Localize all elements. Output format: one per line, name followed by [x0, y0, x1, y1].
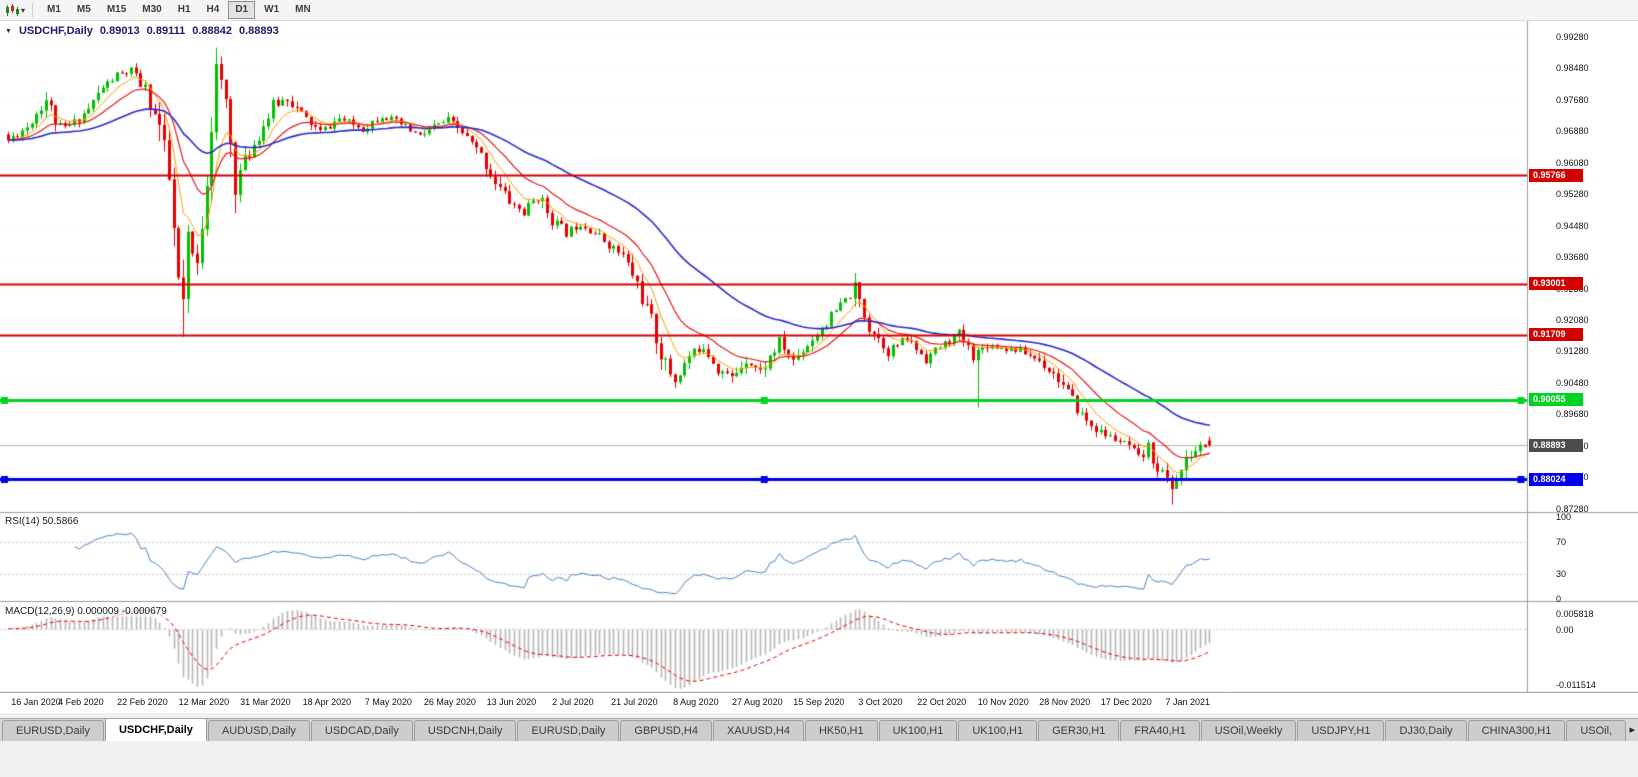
price-tick-label: 0.95280 — [1556, 189, 1589, 200]
macd-axis-zero-label: 0.00 — [1556, 624, 1574, 635]
current-price-badge: 0.88893 — [1529, 438, 1583, 452]
price-tick-label: 0.96880 — [1556, 126, 1589, 137]
date-axis-label: 22 Feb 2020 — [117, 697, 168, 707]
date-axis-label: 26 May 2020 — [423, 697, 476, 707]
rsi-header: RSI(14) 50.5866 — [5, 516, 79, 527]
date-axis-label: 28 Nov 2020 — [1039, 697, 1091, 707]
ohlc-close: 0.88893 — [239, 25, 279, 37]
chart-tabs-bar: EURUSD,Daily USDCHF,Daily AUDUSD,Daily USDC… — [0, 718, 1638, 741]
timeframe-button-m15[interactable]: M15 — [106, 4, 127, 15]
date-axis-label: 27 Aug 2020 — [732, 697, 783, 707]
price-tick-label: 0.93680 — [1556, 252, 1589, 263]
price-line-badge: 0.90055 — [1529, 393, 1583, 407]
date-axis-label: 21 Jul 2020 — [611, 697, 658, 707]
rsi-level-label: 70 — [1556, 536, 1567, 547]
tab-hk50-h1[interactable]: HK50,H1 — [804, 720, 878, 741]
timeframe-buttons: M1 M5 M15 M30 H1 H4 D1 W1 MN — [39, 1, 319, 19]
chart-area: ▼ USDCHF,Daily 0.89013 0.89111 0.88842 0… — [0, 21, 1638, 713]
ohlc-low: 0.88842 — [192, 25, 232, 37]
chart-canvas[interactable] — [0, 21, 1638, 693]
tab-audusd-daily[interactable]: AUDUSD,Daily — [207, 720, 310, 741]
collapse-icon[interactable]: ▼ — [5, 27, 12, 35]
tab-eurusd-daily[interactable]: EURUSD,Daily — [2, 720, 104, 741]
date-axis-label: 12 Mar 2020 — [178, 697, 230, 707]
tab-eurusd-daily[interactable]: EURUSD,Daily — [517, 720, 620, 741]
tab-usoil[interactable]: USOil, — [1566, 720, 1627, 741]
tab-gbpusd-h4[interactable]: GBPUSD,H4 — [620, 720, 712, 741]
date-axis-label: 4 Feb 2020 — [58, 697, 104, 707]
date-axis-label: 13 Jun 2020 — [486, 697, 537, 707]
tab-usoil-weekly[interactable]: USOil,Weekly — [1200, 720, 1297, 741]
toolbar: ▾ M1 M5 M15 M30 H1 H4 D1 W1 MN — [0, 0, 1638, 21]
price-tick-label: 0.92080 — [1556, 314, 1589, 325]
tab-usdchf-daily[interactable]: USDCHF,Daily — [104, 719, 207, 741]
tab-usdcnh-daily[interactable]: USDCNH,Daily — [413, 720, 517, 741]
tab-scroll-right-icon[interactable]: ▸ — [1629, 724, 1635, 736]
chart-title: ▼ USDCHF,Daily 0.89013 0.89111 0.88842 0… — [5, 25, 279, 37]
status-area — [0, 741, 1638, 777]
macd-header: MACD(12,26,9) 0.000009 -0.000679 — [5, 606, 167, 617]
timeframe-button-m5[interactable]: M5 — [76, 4, 91, 15]
tab-usdcad-daily[interactable]: USDCAD,Daily — [310, 720, 413, 741]
chart-type-dropdown-icon[interactable]: ▾ — [21, 5, 26, 15]
timeframe-button-h4[interactable]: H4 — [206, 4, 220, 15]
tab-fra40-h1[interactable]: FRA40,H1 — [1120, 720, 1200, 741]
ohlc-high: 0.89111 — [146, 25, 186, 37]
price-line-badge: 0.91709 — [1529, 328, 1583, 342]
timeframe-button-w1[interactable]: W1 — [264, 4, 280, 15]
macd-axis-max-label: 0.005818 — [1556, 609, 1594, 619]
price-tick-label: 0.99280 — [1556, 32, 1589, 42]
tab-ger30-h1[interactable]: GER30,H1 — [1038, 720, 1120, 741]
tab-uk100-h1[interactable]: UK100,H1 — [878, 720, 958, 741]
rsi-level-label: 0 — [1556, 594, 1562, 604]
symbol-period-label: USDCHF,Daily — [18, 25, 93, 37]
date-axis-label: 3 Oct 2020 — [858, 697, 903, 707]
tab-dj30-daily[interactable]: DJ30,Daily — [1385, 720, 1467, 741]
date-axis-label: 15 Sep 2020 — [793, 697, 845, 707]
price-tick-label: 0.96080 — [1556, 157, 1589, 168]
tab-usdjpy-h1[interactable]: USDJPY,H1 — [1297, 720, 1385, 741]
price-tick-label: 0.97680 — [1556, 94, 1589, 105]
timeframe-button-mn[interactable]: MN — [295, 4, 311, 15]
price-tick-label: 0.90480 — [1556, 377, 1589, 388]
price-tick-label: 0.89680 — [1556, 409, 1589, 420]
date-axis-label: 7 May 2020 — [364, 697, 412, 707]
price-tick-label: 0.94480 — [1556, 220, 1589, 231]
date-axis-label: 7 Jan 2021 — [1165, 697, 1211, 707]
date-axis-label: 16 Jan 2020 — [11, 697, 61, 707]
ohlc-open: 0.89013 — [99, 25, 140, 37]
price-line-badge: 0.93001 — [1529, 277, 1583, 291]
timeframe-button-m30[interactable]: M30 — [142, 4, 162, 15]
timeframe-button-m1[interactable]: M1 — [47, 4, 61, 15]
toolbar-separator — [32, 3, 34, 17]
date-axis-label: 10 Nov 2020 — [977, 697, 1029, 707]
timeframe-button-d1[interactable]: D1 — [228, 1, 256, 19]
rsi-level-label: 30 — [1556, 569, 1567, 580]
date-axis-label: 8 Aug 2020 — [673, 697, 719, 707]
date-axis-label: 17 Dec 2020 — [1100, 697, 1152, 707]
price-line-badge: 0.88024 — [1529, 472, 1583, 486]
tab-xauusd-h4[interactable]: XAUUSD,H4 — [712, 720, 804, 741]
timeframe-button-h1[interactable]: H1 — [177, 4, 191, 15]
date-axis-label: 2 Jul 2020 — [552, 697, 594, 707]
price-tick-label: 0.87280 — [1556, 503, 1589, 514]
rsi-level-label: 100 — [1556, 512, 1572, 522]
chart-type-icon[interactable] — [4, 3, 20, 18]
date-axis-label: 31 Mar 2020 — [240, 697, 291, 707]
date-axis-label: 18 Apr 2020 — [302, 697, 352, 707]
macd-axis-min-label: -0.011514 — [1556, 680, 1596, 690]
price-line-badge: 0.95766 — [1529, 168, 1583, 182]
tab-uk100-h1[interactable]: UK100,H1 — [958, 720, 1038, 741]
price-tick-label: 0.91280 — [1556, 346, 1589, 357]
date-axis-label: 22 Oct 2020 — [917, 697, 967, 707]
tab-china300-h1[interactable]: CHINA300,H1 — [1467, 720, 1566, 741]
price-tick-label: 0.98480 — [1556, 63, 1589, 74]
